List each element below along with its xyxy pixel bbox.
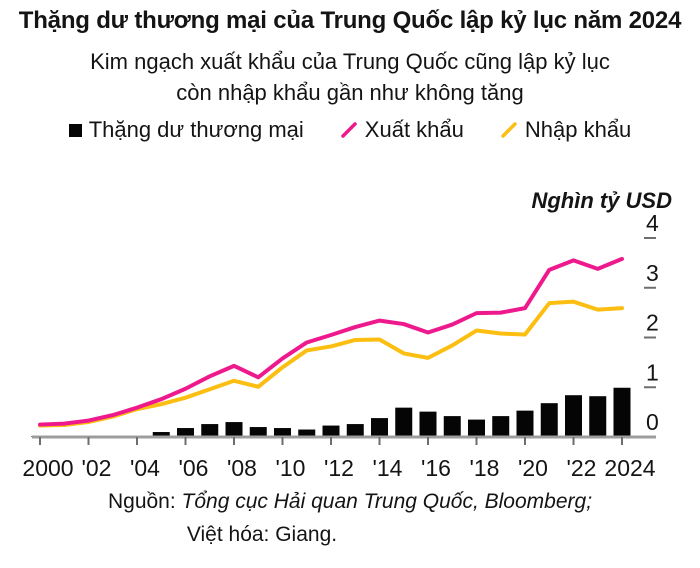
- legend: Thặng dư thương mại Xuất khẩu Nhập khẩu: [0, 117, 700, 143]
- chart-title: Thặng dư thương mại của Trung Quốc lập k…: [18, 7, 682, 34]
- subtitle-line-2: còn nhập khẩu gần như không tăng: [176, 80, 524, 105]
- svg-text:'12: '12: [324, 455, 354, 481]
- svg-text:0: 0: [646, 409, 659, 435]
- svg-text:'18: '18: [470, 455, 500, 481]
- svg-text:'16: '16: [421, 455, 451, 481]
- subtitle-line-1: Kim ngạch xuất khẩu của Trung Quốc cũng …: [90, 49, 610, 74]
- legend-item-surplus: Thặng dư thương mại: [68, 117, 304, 143]
- svg-text:2000: 2000: [22, 455, 73, 481]
- legend-label-surplus: Thặng dư thương mại: [88, 117, 304, 142]
- svg-text:'22: '22: [567, 455, 597, 481]
- svg-text:2: 2: [646, 310, 659, 336]
- svg-text:'08: '08: [227, 455, 257, 481]
- legend-label-imports: Nhập khẩu: [524, 117, 632, 142]
- imports-slash-icon: [501, 122, 517, 138]
- svg-text:1: 1: [646, 359, 659, 385]
- source-line: Nguồn: Tổng cục Hải quan Trung Quốc, Blo…: [0, 490, 700, 514]
- svg-text:'02: '02: [82, 455, 112, 481]
- legend-item-imports: Nhập khẩu: [500, 117, 631, 143]
- credit-line: Việt hóa: Giang.: [186, 523, 338, 546]
- svg-text:'20: '20: [518, 455, 548, 481]
- svg-text:3: 3: [646, 260, 659, 286]
- svg-text:'14: '14: [373, 455, 403, 481]
- svg-text:'10: '10: [276, 455, 306, 481]
- legend-item-exports: Xuất khẩu: [340, 117, 464, 143]
- chart-subtitle: Kim ngạch xuất khẩu của Trung Quốc cũng …: [0, 46, 700, 108]
- svg-text:'04: '04: [130, 455, 160, 481]
- exports-slash-icon: [341, 122, 357, 138]
- y-axis-unit-label: Nghìn tỷ USD: [531, 188, 672, 213]
- svg-text:2024: 2024: [604, 455, 655, 481]
- svg-text:4: 4: [646, 210, 659, 236]
- surplus-square-icon: [68, 123, 82, 137]
- source-names: Tổng cục Hải quan Trung Quốc, Bloomberg;: [181, 490, 593, 513]
- svg-text:'06: '06: [179, 455, 209, 481]
- source-prefix: Nguồn:: [107, 490, 176, 513]
- legend-label-exports: Xuất khẩu: [364, 117, 464, 142]
